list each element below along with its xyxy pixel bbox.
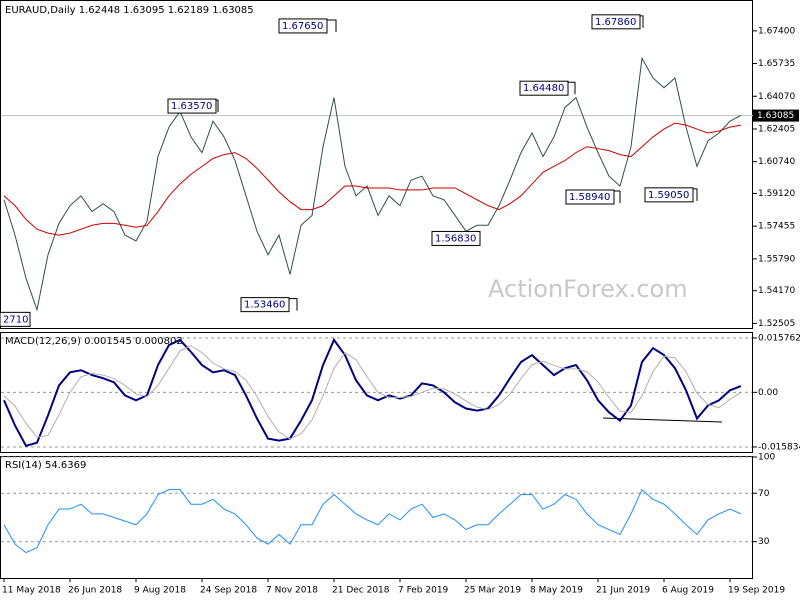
y-tick-label: 1.60740 bbox=[758, 157, 795, 167]
annotation-label: 1.63570 bbox=[171, 101, 212, 112]
annotation-box bbox=[167, 98, 217, 114]
annotation-connector bbox=[289, 298, 298, 311]
y-tick-label: 1.64070 bbox=[758, 92, 795, 102]
indicator-line bbox=[3, 122, 742, 236]
annotation-label: 1.64480 bbox=[523, 83, 564, 94]
divergence-line bbox=[602, 417, 723, 423]
annotation-box bbox=[278, 18, 328, 34]
x-tick-label: 25 Mar 2019 bbox=[464, 586, 521, 596]
annotation-box bbox=[644, 187, 694, 203]
indicator-line bbox=[3, 488, 742, 554]
indicator-line bbox=[3, 345, 742, 440]
price-line bbox=[3, 56, 742, 312]
annotation-label: 1.59050 bbox=[648, 190, 689, 201]
y-tick-label: 1.67400 bbox=[758, 26, 795, 36]
y-tick-label: 1.59120 bbox=[758, 189, 795, 199]
x-tick-label: 21 Jun 2019 bbox=[596, 586, 650, 596]
macd-panel bbox=[0, 332, 753, 453]
annotation-box bbox=[431, 230, 481, 246]
y-tick-label: 30 bbox=[758, 537, 770, 547]
rsi-panel bbox=[0, 456, 753, 579]
y-tick-label: 1.57455 bbox=[758, 222, 795, 232]
watermark: ActionForex.com bbox=[488, 275, 688, 303]
x-tick-label: 7 Nov 2018 bbox=[266, 586, 318, 596]
last-price-label: 1.63085 bbox=[757, 111, 794, 121]
x-tick-label: 19 Sep 2019 bbox=[728, 586, 785, 596]
annotation-box bbox=[0, 311, 31, 327]
annotation-label: 1.67860 bbox=[595, 17, 636, 28]
indicator-line bbox=[3, 337, 742, 447]
y-tick-label: 1.55790 bbox=[758, 254, 795, 264]
y-tick-label: 70 bbox=[758, 489, 770, 499]
annotation-box bbox=[565, 189, 615, 205]
x-tick-label: 21 Dec 2018 bbox=[332, 586, 390, 596]
last-price-box bbox=[753, 109, 799, 122]
rsi-title: RSI(14) 54.6369 bbox=[5, 460, 86, 471]
annotation-label: 1.53460 bbox=[244, 300, 285, 311]
y-tick-label: 0.015762 bbox=[758, 333, 800, 343]
y-tick-label: 1.65735 bbox=[758, 59, 795, 69]
x-tick-label: 7 Feb 2019 bbox=[398, 586, 449, 596]
macd-title: MACD(12,26,9) 0.001545 0.000802 bbox=[5, 336, 183, 347]
y-tick-label: -0.015834 bbox=[758, 442, 800, 452]
annotation-connector bbox=[216, 99, 219, 113]
annotation-label: 1.56830 bbox=[435, 233, 476, 244]
x-tick-label: 9 Aug 2018 bbox=[134, 586, 186, 596]
y-tick-label: 0.00 bbox=[758, 388, 778, 398]
annotation-connector bbox=[614, 190, 621, 204]
annotation-box bbox=[591, 14, 641, 30]
x-tick-label: 24 Sep 2018 bbox=[200, 586, 257, 596]
annotation-label: 1.58940 bbox=[569, 192, 610, 203]
annotation-box bbox=[519, 80, 569, 96]
x-tick-label: 8 May 2019 bbox=[530, 586, 583, 596]
y-tick-label: 1.52505 bbox=[758, 319, 795, 329]
price-title: EURAUD,Daily 1.62448 1.63095 1.62189 1.6… bbox=[5, 5, 254, 16]
annotation-connector bbox=[640, 15, 644, 28]
annotation-label: 2710 bbox=[3, 314, 28, 325]
y-tick-label: 1.54170 bbox=[758, 286, 795, 296]
annotation-connector bbox=[568, 81, 576, 95]
annotation-connector bbox=[693, 188, 698, 201]
annotation-box bbox=[240, 297, 290, 313]
annotation-label: 1.67650 bbox=[282, 21, 323, 32]
y-tick-label: 100 bbox=[758, 453, 775, 463]
annotation-connector bbox=[327, 19, 337, 32]
price-panel bbox=[0, 0, 753, 329]
x-tick-label: 6 Aug 2019 bbox=[662, 586, 714, 596]
x-tick-label: 11 May 2018 bbox=[2, 586, 61, 596]
y-tick-label: 1.62405 bbox=[758, 124, 795, 134]
x-tick-label: 26 Jun 2018 bbox=[68, 586, 122, 596]
